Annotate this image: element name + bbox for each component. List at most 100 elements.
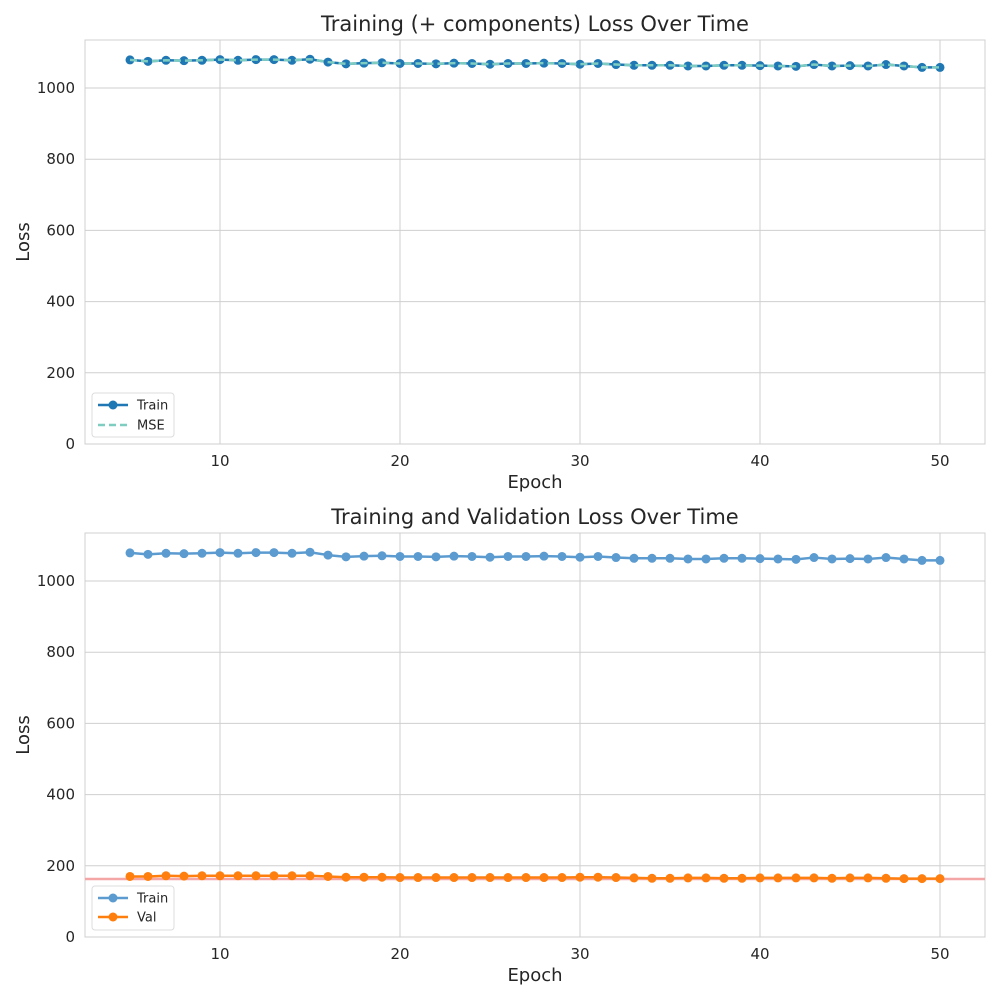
plot-area: [84, 532, 986, 938]
data-point-val: [917, 874, 927, 884]
data-point-val: [287, 871, 297, 881]
data-point-val: [233, 871, 243, 881]
data-point-train: [665, 553, 675, 563]
y-tick-label: 600: [46, 714, 75, 732]
data-point-val: [341, 872, 351, 882]
data-point-train: [647, 553, 657, 563]
chart-title: Training (+ components) Loss Over Time: [320, 12, 749, 36]
data-point-train: [827, 61, 837, 71]
data-point-val: [593, 872, 603, 882]
series-line-mse: [129, 57, 940, 69]
data-point-val: [143, 871, 153, 881]
data-point-train: [287, 55, 297, 65]
data-point-val: [935, 874, 945, 884]
legend-marker-train: [108, 400, 118, 410]
x-tick-label: 20: [390, 945, 409, 963]
data-point-train: [737, 553, 747, 563]
data-point-train: [683, 554, 693, 564]
data-point-train: [233, 55, 243, 65]
data-point-val: [809, 873, 819, 883]
data-point-train: [305, 547, 315, 557]
data-point-train: [791, 554, 801, 564]
legend: Train Val: [91, 885, 175, 931]
data-point-val: [539, 873, 549, 883]
data-point-val: [251, 871, 261, 881]
data-point-train: [233, 548, 243, 558]
data-point-train: [557, 551, 567, 561]
x-tick-label: 10: [210, 452, 229, 470]
data-point-train: [161, 548, 171, 558]
data-point-val: [629, 873, 639, 883]
legend-label-mse: MSE: [137, 419, 165, 434]
data-point-train: [575, 59, 585, 69]
data-point-val: [197, 871, 207, 881]
data-point-train: [449, 551, 459, 561]
series-line-val: [130, 874, 940, 880]
chart-training-validation: Training and Validation Loss Over Time 1…: [13, 505, 986, 986]
y-axis-label: Loss: [13, 222, 34, 261]
x-axis-label: Epoch: [507, 965, 562, 986]
data-point-val: [359, 872, 369, 882]
data-point-val: [665, 873, 675, 883]
data-point-train: [179, 56, 189, 66]
data-point-train: [377, 551, 387, 561]
y-tick-label: 600: [46, 221, 75, 239]
data-point-train: [917, 555, 927, 565]
data-point-val: [467, 873, 477, 883]
data-point-val: [719, 873, 729, 883]
x-tick-label: 40: [750, 945, 769, 963]
x-tick-label: 20: [390, 452, 409, 470]
data-point-val: [485, 873, 495, 883]
y-tick-label: 200: [46, 364, 75, 382]
chart-training-components: Training (+ components) Loss Over Time 1…: [13, 12, 986, 493]
data-point-train: [197, 548, 207, 558]
data-point-train: [593, 551, 603, 561]
data-point-train: [431, 59, 441, 69]
data-point-val: [503, 873, 513, 883]
y-tick-label: 0: [65, 928, 75, 946]
data-point-train: [251, 548, 261, 558]
data-point-val: [521, 873, 531, 883]
data-point-train: [773, 61, 783, 71]
tick-labels: 10 20 30 40 50 0 200 400 600 800 1000: [37, 572, 950, 963]
legend-label-train: Train: [136, 399, 168, 414]
data-point-val: [827, 873, 837, 883]
data-point-val: [305, 871, 315, 881]
data-point-train: [215, 548, 225, 558]
y-tick-label: 400: [46, 293, 75, 311]
data-point-train: [341, 552, 351, 562]
data-point-val: [863, 873, 873, 883]
data-point-train: [935, 62, 945, 72]
data-point-train: [539, 58, 549, 68]
data-point-train: [377, 58, 387, 68]
legend: Train MSE: [91, 392, 175, 438]
data-point-val: [179, 871, 189, 881]
data-point-train: [503, 551, 513, 561]
series-line-train: [129, 550, 940, 562]
data-point-train: [899, 554, 909, 564]
data-point-val: [701, 873, 711, 883]
data-point-val: [881, 873, 891, 883]
gridlines: [85, 533, 985, 938]
data-point-train: [359, 551, 369, 561]
data-point-val: [557, 873, 567, 883]
data-point-train: [413, 551, 423, 561]
data-point-train: [143, 56, 153, 66]
data-point-train: [485, 59, 495, 69]
data-point-val: [611, 873, 621, 883]
legend-marker-val: [108, 912, 118, 922]
x-tick-label: 30: [570, 452, 589, 470]
y-tick-label: 1000: [37, 79, 75, 97]
data-point-train: [755, 554, 765, 564]
data-point-train: [881, 60, 891, 70]
data-point-val: [845, 873, 855, 883]
data-point-train: [629, 60, 639, 70]
data-point-val: [449, 873, 459, 883]
data-point-val: [161, 871, 171, 881]
y-tick-label: 400: [46, 786, 75, 804]
data-point-val: [269, 871, 279, 881]
data-point-train: [737, 60, 747, 70]
data-point-train: [323, 550, 333, 560]
data-point-val: [737, 873, 747, 883]
